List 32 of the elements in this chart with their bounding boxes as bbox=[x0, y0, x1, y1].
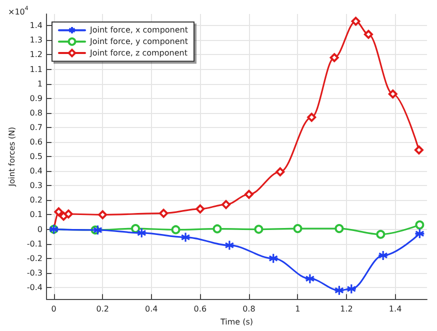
y-tick-label: 1.1 bbox=[30, 64, 43, 74]
legend-label: Joint force, y component bbox=[89, 37, 188, 46]
x-tick-label: 1.2 bbox=[340, 304, 353, 314]
x-tick-label: 1.4 bbox=[388, 304, 402, 314]
x-tick-label: 0.2 bbox=[96, 304, 109, 314]
y-tick-label: 1.2 bbox=[30, 50, 43, 60]
y-tick-label: 0.4 bbox=[30, 166, 43, 176]
y-tick-label: 1.3 bbox=[30, 36, 43, 45]
y-tick-label: 0 bbox=[37, 224, 43, 234]
x-tick-label: 1 bbox=[295, 304, 300, 314]
legend-label: Joint force, z component bbox=[89, 48, 188, 58]
y-tick-label: 0.6 bbox=[30, 138, 43, 147]
y-tick-label: -0.2 bbox=[26, 254, 43, 263]
y-tick-label: 0.1 bbox=[30, 210, 43, 220]
y-axis-title: Joint forces (N) bbox=[8, 126, 16, 188]
legend-label: Joint force, x component bbox=[89, 26, 188, 35]
x-axis-title: Time (s) bbox=[219, 318, 254, 326]
y-tick-label: 0.3 bbox=[30, 181, 43, 190]
y-tick-label: 0.5 bbox=[30, 152, 43, 162]
x-tick-label: 0 bbox=[51, 304, 56, 314]
y-tick-label: -0.3 bbox=[26, 268, 43, 278]
y-tick-label: 0.7 bbox=[30, 122, 43, 132]
x-tick-label: 0.6 bbox=[194, 304, 207, 314]
y-tick-label: 1.4 bbox=[30, 21, 43, 30]
y-tick-label: 0.8 bbox=[30, 108, 43, 118]
x-tick-label: 0.4 bbox=[145, 304, 158, 314]
y-tick-label: -0.1 bbox=[26, 239, 43, 248]
y-tick-label: -0.4 bbox=[26, 282, 43, 292]
y-tick-label: 0.2 bbox=[30, 196, 43, 205]
y-tick-label: 0.9 bbox=[30, 94, 43, 103]
x-tick-label: 0.8 bbox=[242, 304, 256, 314]
y-tick-label: 1 bbox=[37, 79, 43, 88]
